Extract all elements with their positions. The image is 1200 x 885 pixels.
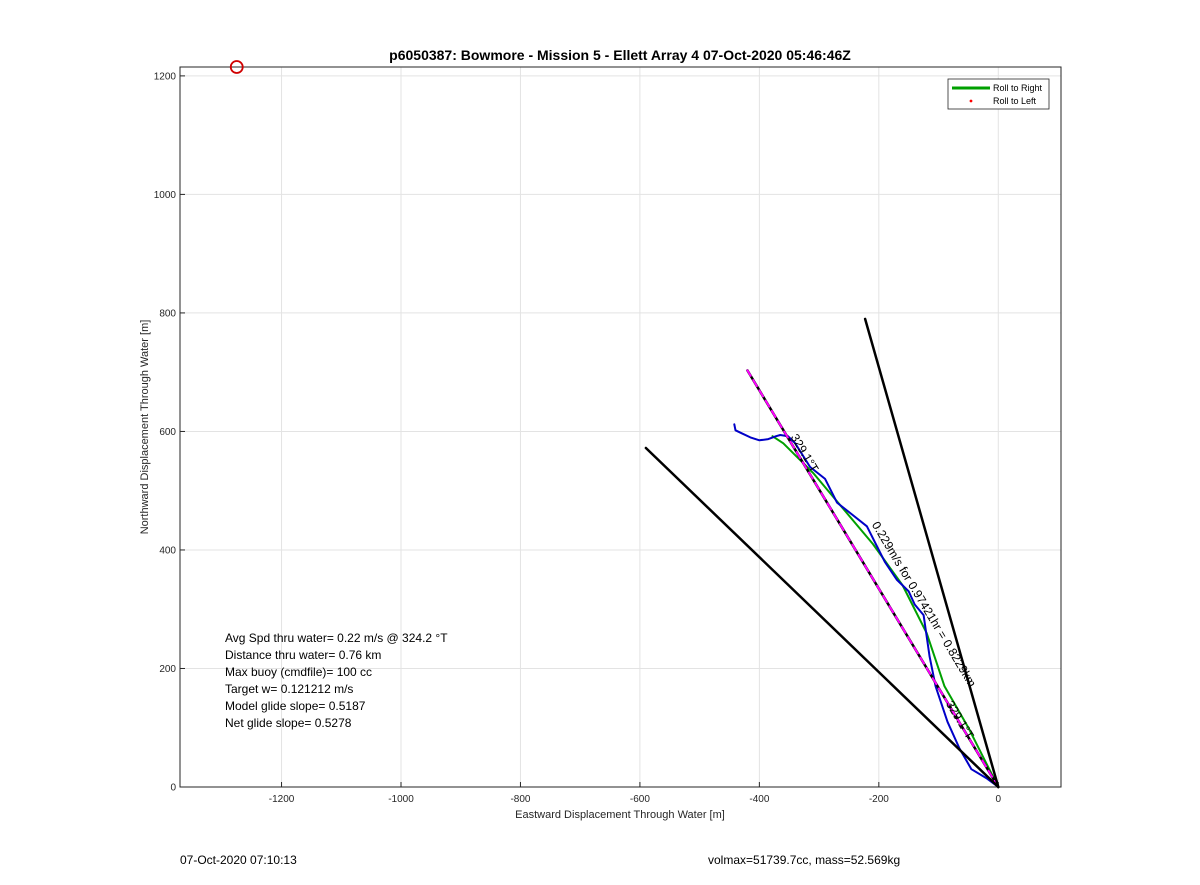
y-tick-label: 200 <box>159 664 176 675</box>
data-series <box>644 317 1000 789</box>
stat-line: Net glide slope= 0.5278 <box>225 716 352 730</box>
legend-label: Roll to Left <box>993 96 1037 106</box>
series-line-4 <box>644 446 1000 789</box>
data-markers <box>229 60 244 74</box>
stat-line: Distance thru water= 0.76 km <box>225 648 381 662</box>
series-line-3 <box>746 369 1000 788</box>
x-axis-label: Eastward Displacement Through Water [m] <box>515 809 725 821</box>
x-tick-label: -1000 <box>388 794 414 805</box>
x-tick-label: -400 <box>749 794 769 805</box>
y-tick-label: 400 <box>159 545 176 556</box>
y-axis-ticks: 0 200 400 600 800 1000 1200 <box>154 71 185 794</box>
x-tick-label: -600 <box>630 794 650 805</box>
chart-title: p6050387: Bowmore - Mission 5 - Ellett A… <box>389 47 851 63</box>
series-line-5 <box>863 317 1000 789</box>
x-tick-label: 0 <box>996 794 1002 805</box>
footer-vol-mass: volmax=51739.7cc, mass=52.569kg <box>708 853 901 867</box>
x-axis-ticks: -1200 -1000 -800 -600 -400 -200 0 <box>269 782 1002 805</box>
series-line-1 <box>733 423 1000 788</box>
plot-area-frame <box>179 66 1062 788</box>
legend-swatch-dot <box>969 99 973 103</box>
y-tick-label: 1200 <box>154 71 177 82</box>
legend-label: Roll to Right <box>993 83 1043 93</box>
stat-line: Avg Spd thru water= 0.22 m/s @ 324.2 °T <box>225 631 448 645</box>
y-tick-label: 600 <box>159 427 176 438</box>
footer-timestamp: 07-Oct-2020 07:10:13 <box>180 853 297 867</box>
y-tick-label: 800 <box>159 308 176 319</box>
legend: Roll to Right Roll to Left <box>947 78 1050 110</box>
x-tick-label: -200 <box>869 794 889 805</box>
grid-lines <box>180 67 1061 788</box>
x-tick-label: -1200 <box>269 794 295 805</box>
y-axis-label: Northward Displacement Through Water [m] <box>139 320 151 535</box>
stat-line: Max buoy (cmdfile)= 100 cc <box>225 665 372 679</box>
stat-line: Target w= 0.121212 m/s <box>225 682 353 696</box>
stat-line: Model glide slope= 0.5187 <box>225 699 366 713</box>
legend-box <box>947 78 1050 110</box>
marker-circle-0 <box>229 60 244 74</box>
y-tick-label: 0 <box>170 783 176 794</box>
y-tick-label: 1000 <box>154 190 177 201</box>
stats-text-block: Avg Spd thru water= 0.22 m/s @ 324.2 °T D… <box>225 631 448 730</box>
line-annotation-2: 329.1°T <box>943 698 977 742</box>
x-tick-label: -800 <box>510 794 530 805</box>
